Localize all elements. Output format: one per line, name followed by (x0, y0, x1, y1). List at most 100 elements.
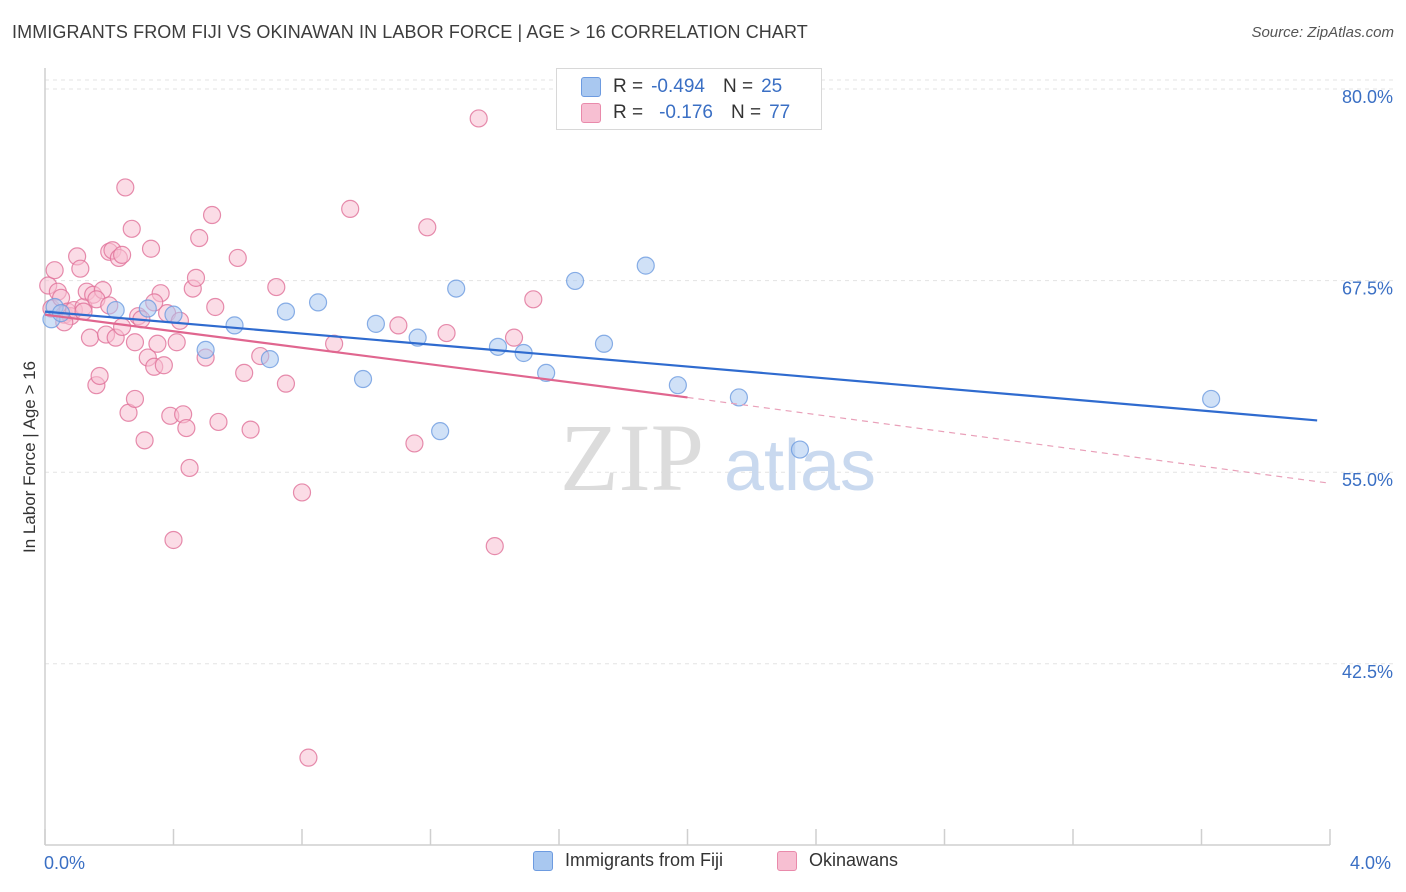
axes: 42.5% 55.0% 67.5% 80.0% (44, 68, 1393, 846)
correlation-legend: R = -0.494 N = 25 R = -0.176 N = 77 (556, 68, 822, 130)
legend-n-label: N = (722, 76, 754, 97)
legend-item-okinawans: Okinawans (777, 850, 898, 871)
okinawans-point (267, 277, 286, 297)
okinawans-point (177, 418, 196, 438)
fiji-point (431, 422, 450, 441)
legend-row-fiji: R = -0.494 N = 25 (581, 75, 782, 99)
watermark-zip: ZIP (560, 404, 704, 511)
legend-swatch-okinawans (581, 103, 601, 123)
fiji-point (260, 350, 279, 369)
okinawans-point (437, 323, 456, 343)
fiji-point (308, 293, 328, 312)
legend-n-label: N = (730, 102, 762, 123)
okinawans-point (235, 363, 254, 383)
okinawans-point (186, 268, 206, 287)
okinawans-point (141, 239, 161, 258)
fiji-point (366, 314, 385, 333)
fiji-point (353, 369, 373, 389)
fiji-point (1202, 389, 1221, 409)
fiji-point (594, 334, 614, 353)
watermark-atlas: atlas (724, 426, 876, 506)
watermark: ZIP atlas (560, 404, 876, 511)
legend-item-fiji: Immigrants from Fiji (533, 850, 723, 871)
okinawans-point (74, 302, 93, 321)
legend-swatch-fiji (533, 850, 553, 871)
okinawans-point (209, 412, 228, 432)
okinawans-point (405, 434, 424, 453)
okinawans-point (116, 178, 135, 197)
okinawans-point (164, 530, 183, 550)
okinawans-point (167, 333, 186, 352)
fiji-point (225, 316, 244, 335)
okinawans-point (341, 199, 360, 218)
okinawans-point (389, 316, 408, 335)
okinawans-point (299, 748, 318, 767)
legend-r-label: R = (613, 102, 644, 123)
okinawans-point (292, 483, 312, 502)
okinawans-point (71, 259, 90, 278)
legend-swatch-okinawans (777, 850, 797, 871)
fiji-point (106, 300, 125, 320)
y-axis-label: In Labor Force | Age > 16 (20, 361, 39, 553)
fiji-point (138, 299, 157, 318)
okinawans-point (90, 366, 109, 386)
fiji-point (447, 279, 466, 298)
okinawans-point (241, 420, 260, 439)
okinawans-point (504, 328, 524, 347)
okinawans-point (202, 205, 222, 225)
okinawans-point (135, 431, 154, 450)
chart-title: IMMIGRANTS FROM FIJI VS OKINAWAN IN LABO… (12, 22, 808, 42)
okinawans-point (45, 261, 64, 280)
y-tick-label: 42.5% (1342, 662, 1393, 682)
okinawans-point (485, 537, 504, 556)
fiji-point (790, 440, 810, 459)
fiji-point (276, 302, 296, 321)
legend-r-label: R = (613, 76, 644, 97)
fiji-point (565, 271, 585, 291)
x-tick-label-max: 4.0% (1350, 853, 1392, 873)
fiji-point (636, 256, 655, 275)
okinawans-point (122, 219, 141, 238)
legend-label-fiji: Immigrants from Fiji (565, 850, 724, 870)
legend-label-okinawans: Okinawans (809, 850, 899, 870)
okinawans-point (180, 458, 199, 478)
okinawans-point (206, 297, 225, 317)
legend-row-okinawans: R = -0.176 N = 77 (581, 101, 790, 125)
trend-line-fiji (44, 310, 1318, 422)
okinawans-point (125, 333, 145, 352)
okinawans-point (228, 248, 247, 268)
legend-n-value: 25 (761, 76, 783, 97)
trend-line-okinawans (44, 313, 688, 399)
okinawans-point (80, 328, 100, 347)
okinawans-point (524, 290, 543, 309)
trend-lines (44, 310, 1331, 484)
fiji-point (488, 337, 508, 356)
okinawans-point (418, 218, 437, 237)
series-okinawans (39, 109, 543, 767)
okinawans-point (112, 317, 132, 337)
legend-swatch-fiji (581, 77, 601, 97)
okinawans-point (112, 245, 132, 264)
fiji-point (408, 328, 427, 347)
legend-n-value: 77 (769, 102, 791, 123)
trend-line-okinawans-extension (687, 396, 1331, 484)
fiji-point (164, 305, 183, 324)
okinawans-point (148, 334, 167, 353)
okinawans-point (190, 228, 209, 248)
legend-r-value: -0.494 (651, 76, 705, 97)
source-label: Source: ZipAtlas.com (1251, 24, 1394, 41)
y-tick-label: 67.5% (1342, 279, 1393, 299)
okinawans-point (276, 374, 296, 393)
fiji-point (668, 376, 687, 395)
okinawans-point (469, 109, 488, 128)
okinawans-point (125, 389, 145, 409)
fiji-point (537, 363, 556, 383)
fiji-point (196, 340, 215, 360)
fiji-point (729, 388, 749, 407)
okinawans-point (154, 356, 173, 375)
y-tick-label: 55.0% (1342, 470, 1393, 490)
series-legend: Immigrants from Fiji Okinawans (0, 850, 1406, 880)
x-tick-label-min: 0.0% (44, 853, 86, 873)
legend-r-value: -0.176 (659, 102, 713, 123)
